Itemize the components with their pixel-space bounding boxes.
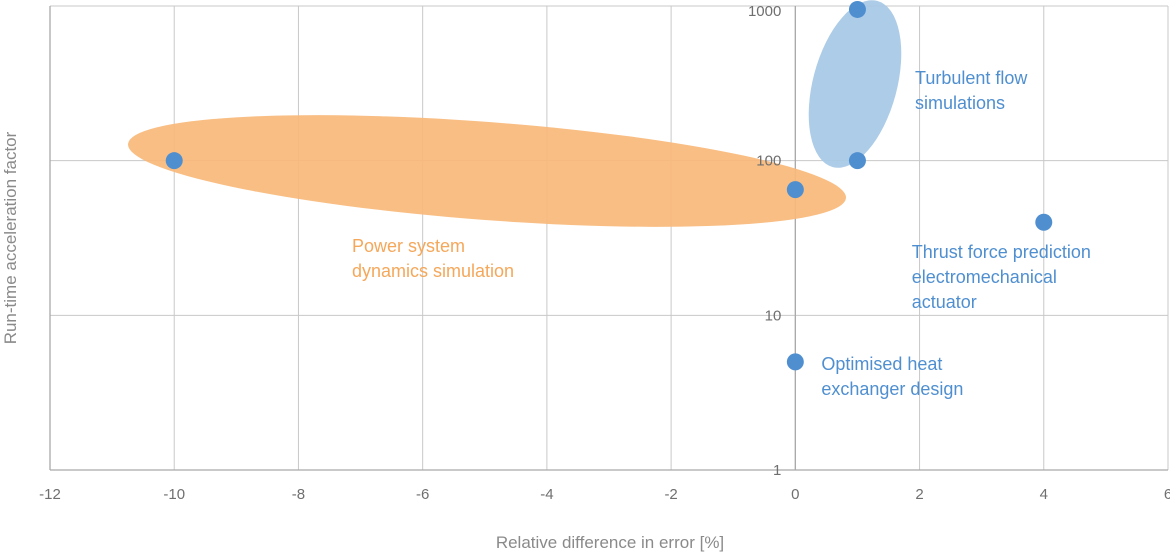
- annotation-line: electromechanical: [912, 267, 1057, 287]
- x-axis-label: Relative difference in error [%]: [496, 533, 724, 552]
- region-ellipse: [808, 0, 902, 168]
- region-label-line: dynamics simulation: [352, 261, 514, 281]
- x-tick-label: -2: [664, 486, 677, 503]
- data-point: [786, 181, 804, 199]
- x-tick-label: 2: [915, 486, 923, 503]
- y-tick-label: 1000: [748, 3, 781, 20]
- region-label-line: Turbulent flow: [915, 68, 1028, 88]
- data-point: [848, 0, 866, 18]
- x-tick-label: 4: [1040, 486, 1048, 503]
- x-tick-label: -12: [39, 486, 61, 503]
- data-point: [1035, 213, 1053, 231]
- x-tick-label: -10: [163, 486, 185, 503]
- annotation-line: Optimised heat: [821, 354, 942, 374]
- annotation-line: Thrust force prediction: [912, 242, 1091, 262]
- region-label-line: simulations: [915, 93, 1005, 113]
- y-tick-label: 100: [756, 153, 781, 170]
- y-tick-label: 1: [773, 462, 781, 479]
- data-point: [786, 353, 804, 371]
- data-point: [848, 152, 866, 170]
- y-axis-label: Run-time acceleration factor: [1, 131, 20, 344]
- annotations: Power system dynamics simulation Turbulent…: [352, 68, 1091, 399]
- x-tick-label: -8: [292, 486, 305, 503]
- x-tick-label: -4: [540, 486, 553, 503]
- x-tick-label: -6: [416, 486, 429, 503]
- region-ellipse: [127, 115, 847, 227]
- highlight-regions: [127, 0, 902, 227]
- x-tick-label: 6: [1164, 486, 1170, 503]
- y-tick-label: 10: [765, 307, 782, 324]
- data-points: [165, 0, 1053, 371]
- data-point: [165, 152, 183, 170]
- annotation-line: actuator: [912, 292, 977, 312]
- annotation-line: exchanger design: [821, 379, 963, 399]
- region-label-line: Power system: [352, 236, 465, 256]
- x-tick-label: 0: [791, 486, 799, 503]
- tick-labels: -12 -10 -8 -6 -4 -2 0 2 4 6 1 10 100 1000: [39, 3, 1170, 503]
